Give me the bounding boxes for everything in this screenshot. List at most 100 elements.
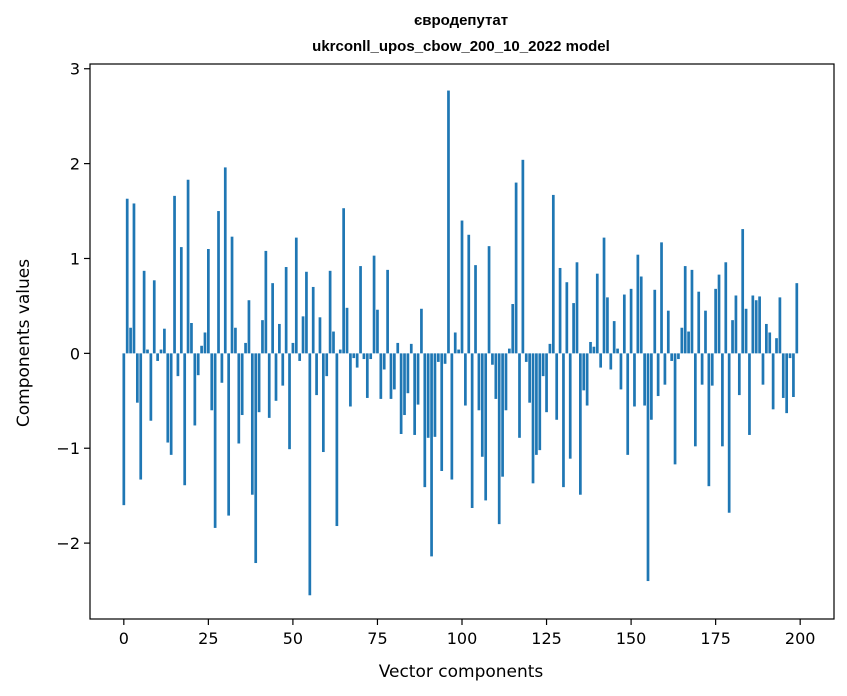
bar-180: [731, 320, 734, 354]
bar-109: [491, 353, 494, 365]
bar-66: [345, 307, 349, 354]
x-tick-label-0: 0: [119, 629, 129, 648]
bar-38: [250, 353, 254, 495]
bar-13: [166, 353, 170, 443]
bar-141: [599, 353, 603, 368]
y-tick-label-1: 1: [70, 249, 80, 268]
bar-195: [781, 353, 785, 398]
bar-67: [349, 353, 352, 407]
bar-104: [474, 265, 477, 354]
bar-101: [464, 353, 467, 406]
x-tick-label-175: 175: [700, 629, 731, 648]
bar-147: [619, 353, 623, 390]
bar-78: [386, 269, 389, 354]
bar-124: [541, 353, 545, 377]
bar-190: [765, 323, 768, 354]
bar-81: [396, 342, 400, 354]
bar-75: [376, 309, 379, 354]
y-tick-label--1: −1: [56, 439, 80, 458]
bar-15: [173, 195, 176, 354]
bar-184: [744, 308, 748, 354]
bar-113: [504, 353, 508, 411]
bar-176: [717, 274, 721, 354]
plot-area-frame: [89, 63, 835, 620]
bar-100: [460, 220, 464, 354]
bar-175: [714, 288, 717, 354]
bar-87: [416, 353, 420, 405]
bar-163: [673, 353, 677, 465]
bar-161: [666, 310, 670, 354]
bar-118: [521, 159, 525, 354]
x-tick-label-50: 50: [283, 629, 303, 648]
bar-36: [244, 342, 247, 354]
bar-8: [149, 353, 153, 421]
bar-182: [737, 353, 741, 396]
bar-32: [230, 236, 234, 354]
bar-162: [670, 353, 674, 361]
bar-148: [622, 294, 626, 354]
bar-33: [234, 327, 237, 354]
x-axis-ticks: 0 25 50 75 100 125 150 175 200: [119, 619, 815, 648]
bar-97: [450, 353, 454, 480]
x-axis-label: Vector components: [379, 662, 544, 682]
bar-12: [163, 328, 166, 354]
bar-149: [626, 353, 630, 455]
bar-191: [768, 332, 772, 354]
bar-63: [335, 353, 339, 527]
bar-23: [200, 345, 203, 354]
y-tick-label-0: 0: [70, 344, 80, 363]
bar-91: [430, 353, 433, 557]
bar-55: [308, 353, 312, 596]
bar-177: [721, 353, 724, 447]
bar-160: [663, 353, 667, 385]
bar-158: [656, 353, 660, 397]
bar-61: [328, 270, 332, 354]
bar-183: [741, 229, 745, 354]
chart-title-line2: ukrconll_upos_cbow_200_10_2022 model: [312, 38, 610, 55]
bar-86: [413, 353, 417, 435]
bar-153: [639, 276, 643, 354]
bar-165: [680, 327, 684, 354]
bar-127: [551, 194, 555, 354]
bar-173: [707, 353, 711, 487]
bar-9: [152, 280, 156, 354]
bar-107: [484, 353, 488, 501]
bar-59: [321, 353, 325, 453]
bar-45: [274, 353, 278, 401]
bar-92: [433, 353, 437, 437]
bar-155: [646, 353, 650, 582]
bar-51: [294, 237, 298, 354]
bar-30: [223, 167, 227, 354]
bar-39: [254, 353, 258, 564]
bar-129: [558, 267, 562, 354]
x-tick-label-125: 125: [531, 629, 562, 648]
bar-139: [592, 346, 596, 354]
bar-178: [724, 262, 728, 354]
bar-10: [156, 353, 159, 361]
bar-126: [548, 343, 552, 354]
x-tick-label-25: 25: [198, 629, 218, 648]
bar-156: [650, 353, 653, 420]
bar-34: [237, 353, 241, 444]
bar-69: [355, 353, 359, 368]
bar-64: [338, 349, 342, 354]
bar-116: [514, 182, 518, 354]
bar-102: [467, 234, 471, 354]
bar-121: [531, 353, 535, 484]
bar-1: [125, 198, 129, 354]
bar-54: [305, 271, 308, 354]
bar-90: [426, 353, 430, 438]
bar-188: [758, 296, 761, 354]
bar-20: [190, 323, 193, 354]
bar-7: [146, 349, 149, 354]
bar-53: [301, 316, 305, 354]
bar-112: [501, 353, 504, 477]
bar-22: [196, 353, 200, 376]
bar-44: [271, 283, 274, 354]
bar-49: [288, 353, 291, 450]
bar-4: [135, 353, 139, 403]
bar-11: [159, 349, 163, 354]
bar-150: [629, 288, 633, 354]
bar-47: [281, 353, 285, 386]
bar-170: [697, 291, 701, 354]
